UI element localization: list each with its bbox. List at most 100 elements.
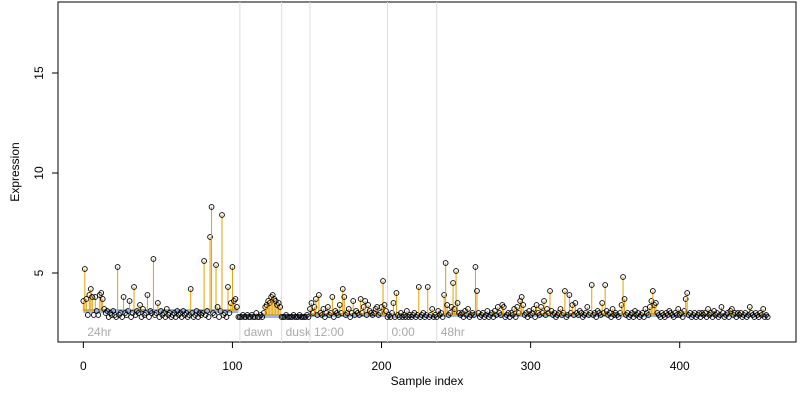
point (126, 298, 133, 304)
point (310, 310, 316, 316)
point (484, 308, 491, 314)
region-label: dusk (286, 325, 312, 339)
point (83, 296, 90, 302)
point (584, 304, 591, 310)
point (760, 306, 767, 312)
region-label: 0:00 (391, 325, 415, 339)
point (530, 306, 537, 312)
point (135, 310, 142, 316)
point (593, 314, 600, 320)
point (81, 266, 88, 272)
point (327, 310, 334, 316)
point (383, 308, 389, 314)
point (201, 258, 207, 264)
point (532, 314, 538, 320)
point (214, 304, 221, 310)
point (682, 296, 689, 302)
point (500, 304, 507, 310)
point (316, 292, 322, 298)
point (444, 302, 450, 308)
point (588, 282, 595, 288)
point (131, 284, 137, 290)
point (453, 268, 459, 274)
point (381, 302, 388, 308)
point (208, 204, 215, 210)
point (119, 314, 125, 320)
point (338, 310, 345, 316)
point (216, 314, 222, 320)
point (163, 306, 170, 312)
point (618, 302, 625, 308)
point (402, 314, 409, 320)
point (143, 310, 149, 316)
point (277, 304, 283, 310)
point (120, 294, 127, 300)
point (494, 304, 501, 310)
point (562, 288, 568, 294)
point (684, 290, 691, 296)
x-tick-label: 0 (80, 359, 87, 373)
point (234, 304, 240, 310)
y-tick-label: 10 (32, 166, 46, 180)
point (429, 306, 436, 312)
point (341, 294, 348, 300)
point (307, 306, 313, 312)
plot-frame (57, 1, 797, 343)
point (365, 302, 371, 308)
point (217, 308, 224, 314)
x-tick-label: 400 (670, 359, 690, 373)
point (329, 294, 336, 300)
point (647, 304, 653, 310)
point (380, 278, 386, 284)
point (225, 284, 231, 290)
point (404, 308, 410, 314)
point (125, 308, 131, 314)
point (390, 300, 397, 306)
point (114, 264, 121, 270)
point (609, 306, 616, 312)
point (679, 314, 686, 320)
point (450, 280, 456, 286)
point (512, 314, 519, 320)
y-tick-label: 15 (32, 66, 46, 80)
point (313, 296, 319, 302)
point (424, 284, 431, 290)
point (144, 292, 151, 298)
point (454, 300, 461, 306)
point (223, 314, 230, 320)
point (99, 296, 106, 302)
x-axis-label: Sample index (391, 374, 464, 388)
point (617, 310, 623, 316)
point (520, 302, 527, 308)
point (518, 294, 525, 300)
point (84, 312, 91, 318)
point (439, 314, 446, 320)
point (620, 274, 626, 280)
point (764, 314, 771, 320)
point (308, 300, 315, 306)
point (541, 298, 547, 304)
baseline (387, 314, 436, 318)
point (89, 294, 96, 300)
point (451, 306, 458, 312)
baseline (281, 314, 309, 318)
point (415, 284, 422, 290)
point (471, 312, 477, 318)
point (572, 300, 579, 306)
point (673, 312, 680, 318)
point (389, 310, 395, 316)
point (95, 312, 102, 318)
point (363, 312, 370, 318)
point (150, 256, 157, 262)
point (705, 306, 711, 312)
point (362, 298, 368, 304)
point (137, 302, 143, 308)
region-label: dawn (244, 325, 273, 339)
point (305, 314, 312, 320)
point (497, 312, 504, 318)
point (718, 304, 725, 310)
point (681, 308, 688, 314)
point (360, 304, 367, 310)
point (746, 304, 753, 310)
